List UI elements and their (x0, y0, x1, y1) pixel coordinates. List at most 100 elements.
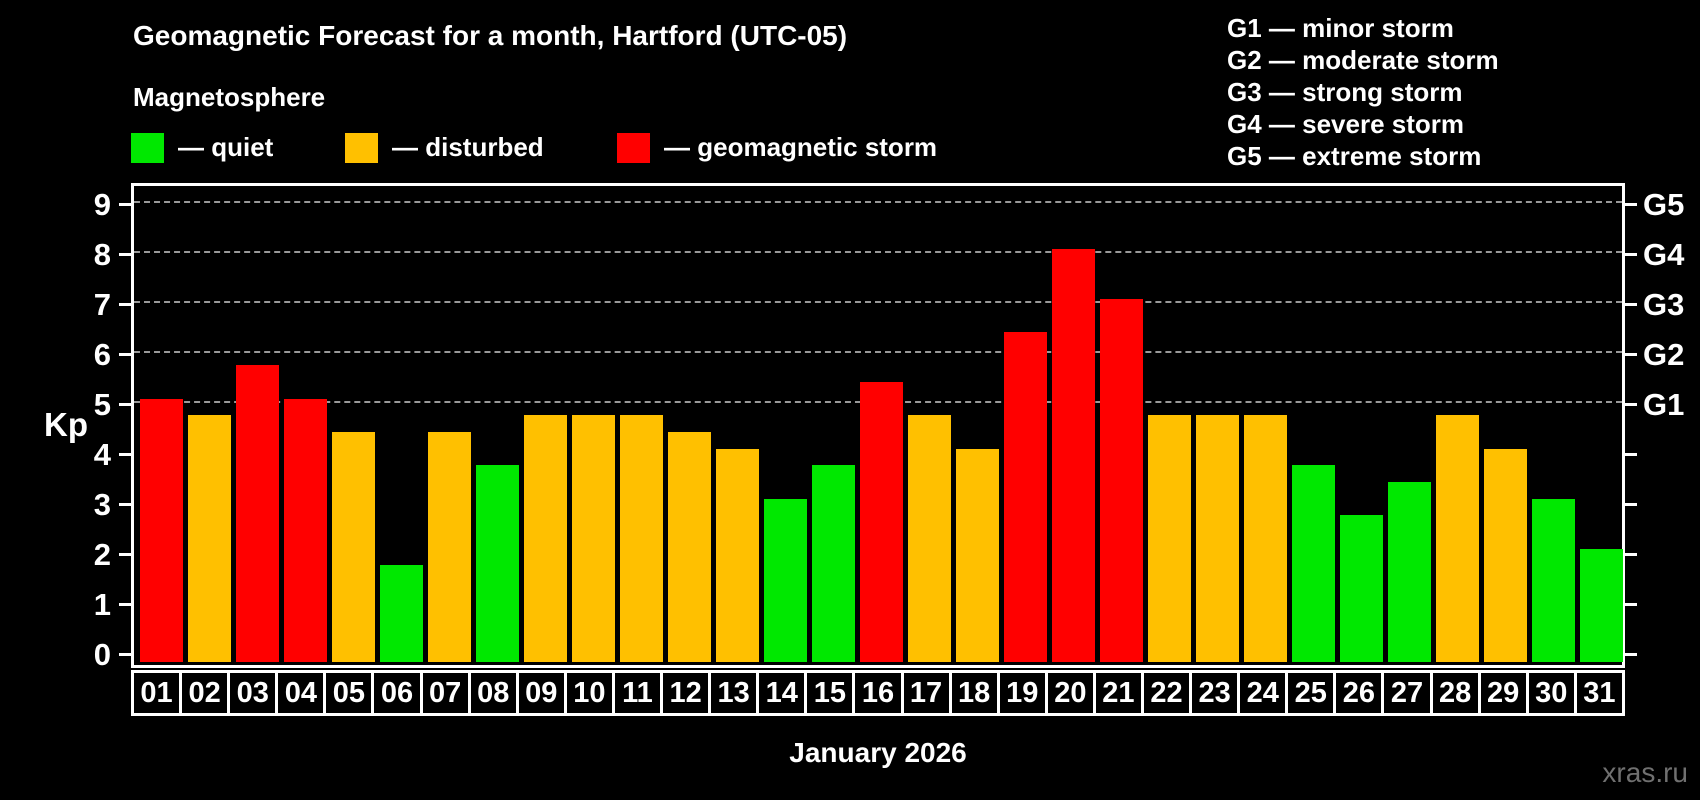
day-cell-06: 06 (374, 673, 423, 713)
day-cell-07: 07 (423, 673, 471, 713)
bar-day-18 (955, 448, 999, 662)
legend-label-disturbed: — disturbed (392, 132, 544, 162)
legend-label-storm: — geomagnetic storm (664, 132, 938, 162)
bar-day-07 (427, 432, 471, 662)
day-cell-23: 23 (1192, 673, 1241, 713)
x-axis-title: January 2026 (789, 737, 967, 768)
bar-day-01 (139, 398, 183, 662)
y-tick-right-1 (1625, 603, 1637, 607)
day-cell-17: 17 (904, 673, 952, 713)
day-cell-18: 18 (952, 673, 1000, 713)
gridline-kp6 (134, 350, 1622, 353)
bar-day-23 (1195, 415, 1239, 662)
y-axis-title: Kp (44, 406, 88, 443)
y-tick-right-7 (1625, 303, 1637, 307)
y-tick-label-8: 8 (93, 236, 111, 272)
day-cell-08: 08 (471, 673, 519, 713)
bar-day-21 (1099, 298, 1143, 662)
y-tick-right-3 (1625, 503, 1637, 507)
y-tick-left-7 (119, 303, 131, 307)
bar-day-11 (619, 415, 663, 662)
day-cell-02: 02 (182, 673, 231, 713)
g-level-label-g4: G4 (1643, 236, 1685, 272)
bar-day-30 (1531, 498, 1575, 662)
g-level-label-g5: G5 (1643, 186, 1685, 222)
bar-day-25 (1291, 465, 1335, 662)
day-cell-29: 29 (1481, 673, 1529, 713)
x-axis-day-row: 01 02 03 04 05 06 07 08 09 10 11 12 13 14 15 16 17 18 19 20… (131, 670, 1625, 716)
y-tick-label-3: 3 (93, 486, 111, 522)
bar-day-14 (763, 498, 807, 662)
y-tick-left-3 (119, 503, 131, 507)
day-cell-19: 19 (1000, 673, 1048, 713)
y-tick-left-2 (119, 553, 131, 557)
g-legend-line-4: G4 — severe storm (1227, 109, 1465, 139)
y-tick-left-6 (119, 353, 131, 357)
day-cell-24: 24 (1240, 673, 1289, 713)
bar-day-06 (379, 565, 423, 662)
y-tick-right-6 (1625, 353, 1637, 357)
y-tick-label-7: 7 (93, 286, 111, 322)
bar-day-04 (283, 398, 327, 662)
y-tick-right-9 (1625, 203, 1637, 207)
y-tick-left-8 (119, 253, 131, 257)
bar-day-31 (1579, 548, 1623, 662)
gridline-kp7 (134, 300, 1622, 303)
y-tick-label-2: 2 (93, 536, 111, 572)
bar-day-22 (1147, 415, 1191, 662)
y-tick-left-9 (119, 203, 131, 207)
day-cell-01: 01 (134, 673, 183, 713)
day-cell-09: 09 (519, 673, 567, 713)
y-tick-left-0 (119, 653, 131, 657)
legend-item-quiet: — quiet (131, 132, 273, 163)
quiet-color-swatch-icon (131, 132, 164, 163)
subtitle-magnetosphere: Magnetosphere (133, 82, 326, 112)
day-cell-11: 11 (615, 673, 664, 713)
day-cell-31: 31 (1583, 676, 1616, 709)
day-cell-05: 05 (326, 673, 375, 713)
g-legend-line-3: G3 — strong storm (1227, 77, 1463, 107)
bar-day-09 (523, 415, 567, 662)
page-title: Geomagnetic Forecast for a month, Hartfo… (133, 20, 848, 51)
y-tick-label-9: 9 (93, 186, 111, 222)
day-cell-27: 27 (1384, 673, 1433, 713)
day-cell-03: 03 (230, 673, 279, 713)
y-tick-label-5: 5 (93, 386, 111, 422)
day-cell-04: 04 (278, 673, 327, 713)
y-tick-label-6: 6 (93, 336, 111, 372)
legend-item-storm: — geomagnetic storm (617, 132, 937, 163)
bar-day-10 (571, 415, 615, 662)
gridline-kp9 (134, 200, 1622, 203)
bar-day-24 (1243, 415, 1287, 662)
g-legend-line-1: G1 — minor storm (1227, 13, 1454, 43)
y-tick-right-4 (1625, 453, 1637, 457)
bar-day-20 (1051, 248, 1095, 662)
bar-day-27 (1387, 482, 1431, 662)
bar-day-08 (475, 465, 519, 662)
bar-day-12 (667, 432, 711, 662)
g-level-label-g2: G2 (1643, 336, 1685, 372)
bar-day-16 (859, 382, 903, 662)
day-cell-25: 25 (1288, 673, 1337, 713)
y-tick-right-5 (1625, 403, 1637, 407)
watermark-xras: xras.ru (1602, 757, 1688, 788)
y-tick-left-1 (119, 603, 131, 607)
day-cell-20: 20 (1048, 673, 1096, 713)
day-cell-13: 13 (711, 673, 760, 713)
y-tick-label-0: 0 (93, 636, 111, 672)
y-tick-right-8 (1625, 253, 1637, 257)
legend-label-quiet: — quiet (178, 132, 274, 162)
g-level-label-g3: G3 (1643, 286, 1685, 322)
day-cell-28: 28 (1433, 673, 1481, 713)
day-cell-15: 15 (807, 673, 856, 713)
day-cell-12: 12 (663, 673, 712, 713)
plot-area: 0 1 2 3 4 5 6 7 8 9 G1 G2 G3 G4 G5 (94, 183, 1684, 671)
y-tick-label-4: 4 (93, 436, 111, 472)
bar-day-13 (715, 448, 759, 662)
y-tick-left-5 (119, 403, 131, 407)
bar-day-05 (331, 432, 375, 662)
g-legend-line-5: G5 — extreme storm (1227, 141, 1482, 171)
day-cell-26: 26 (1336, 673, 1385, 713)
day-cell-14: 14 (759, 673, 808, 713)
